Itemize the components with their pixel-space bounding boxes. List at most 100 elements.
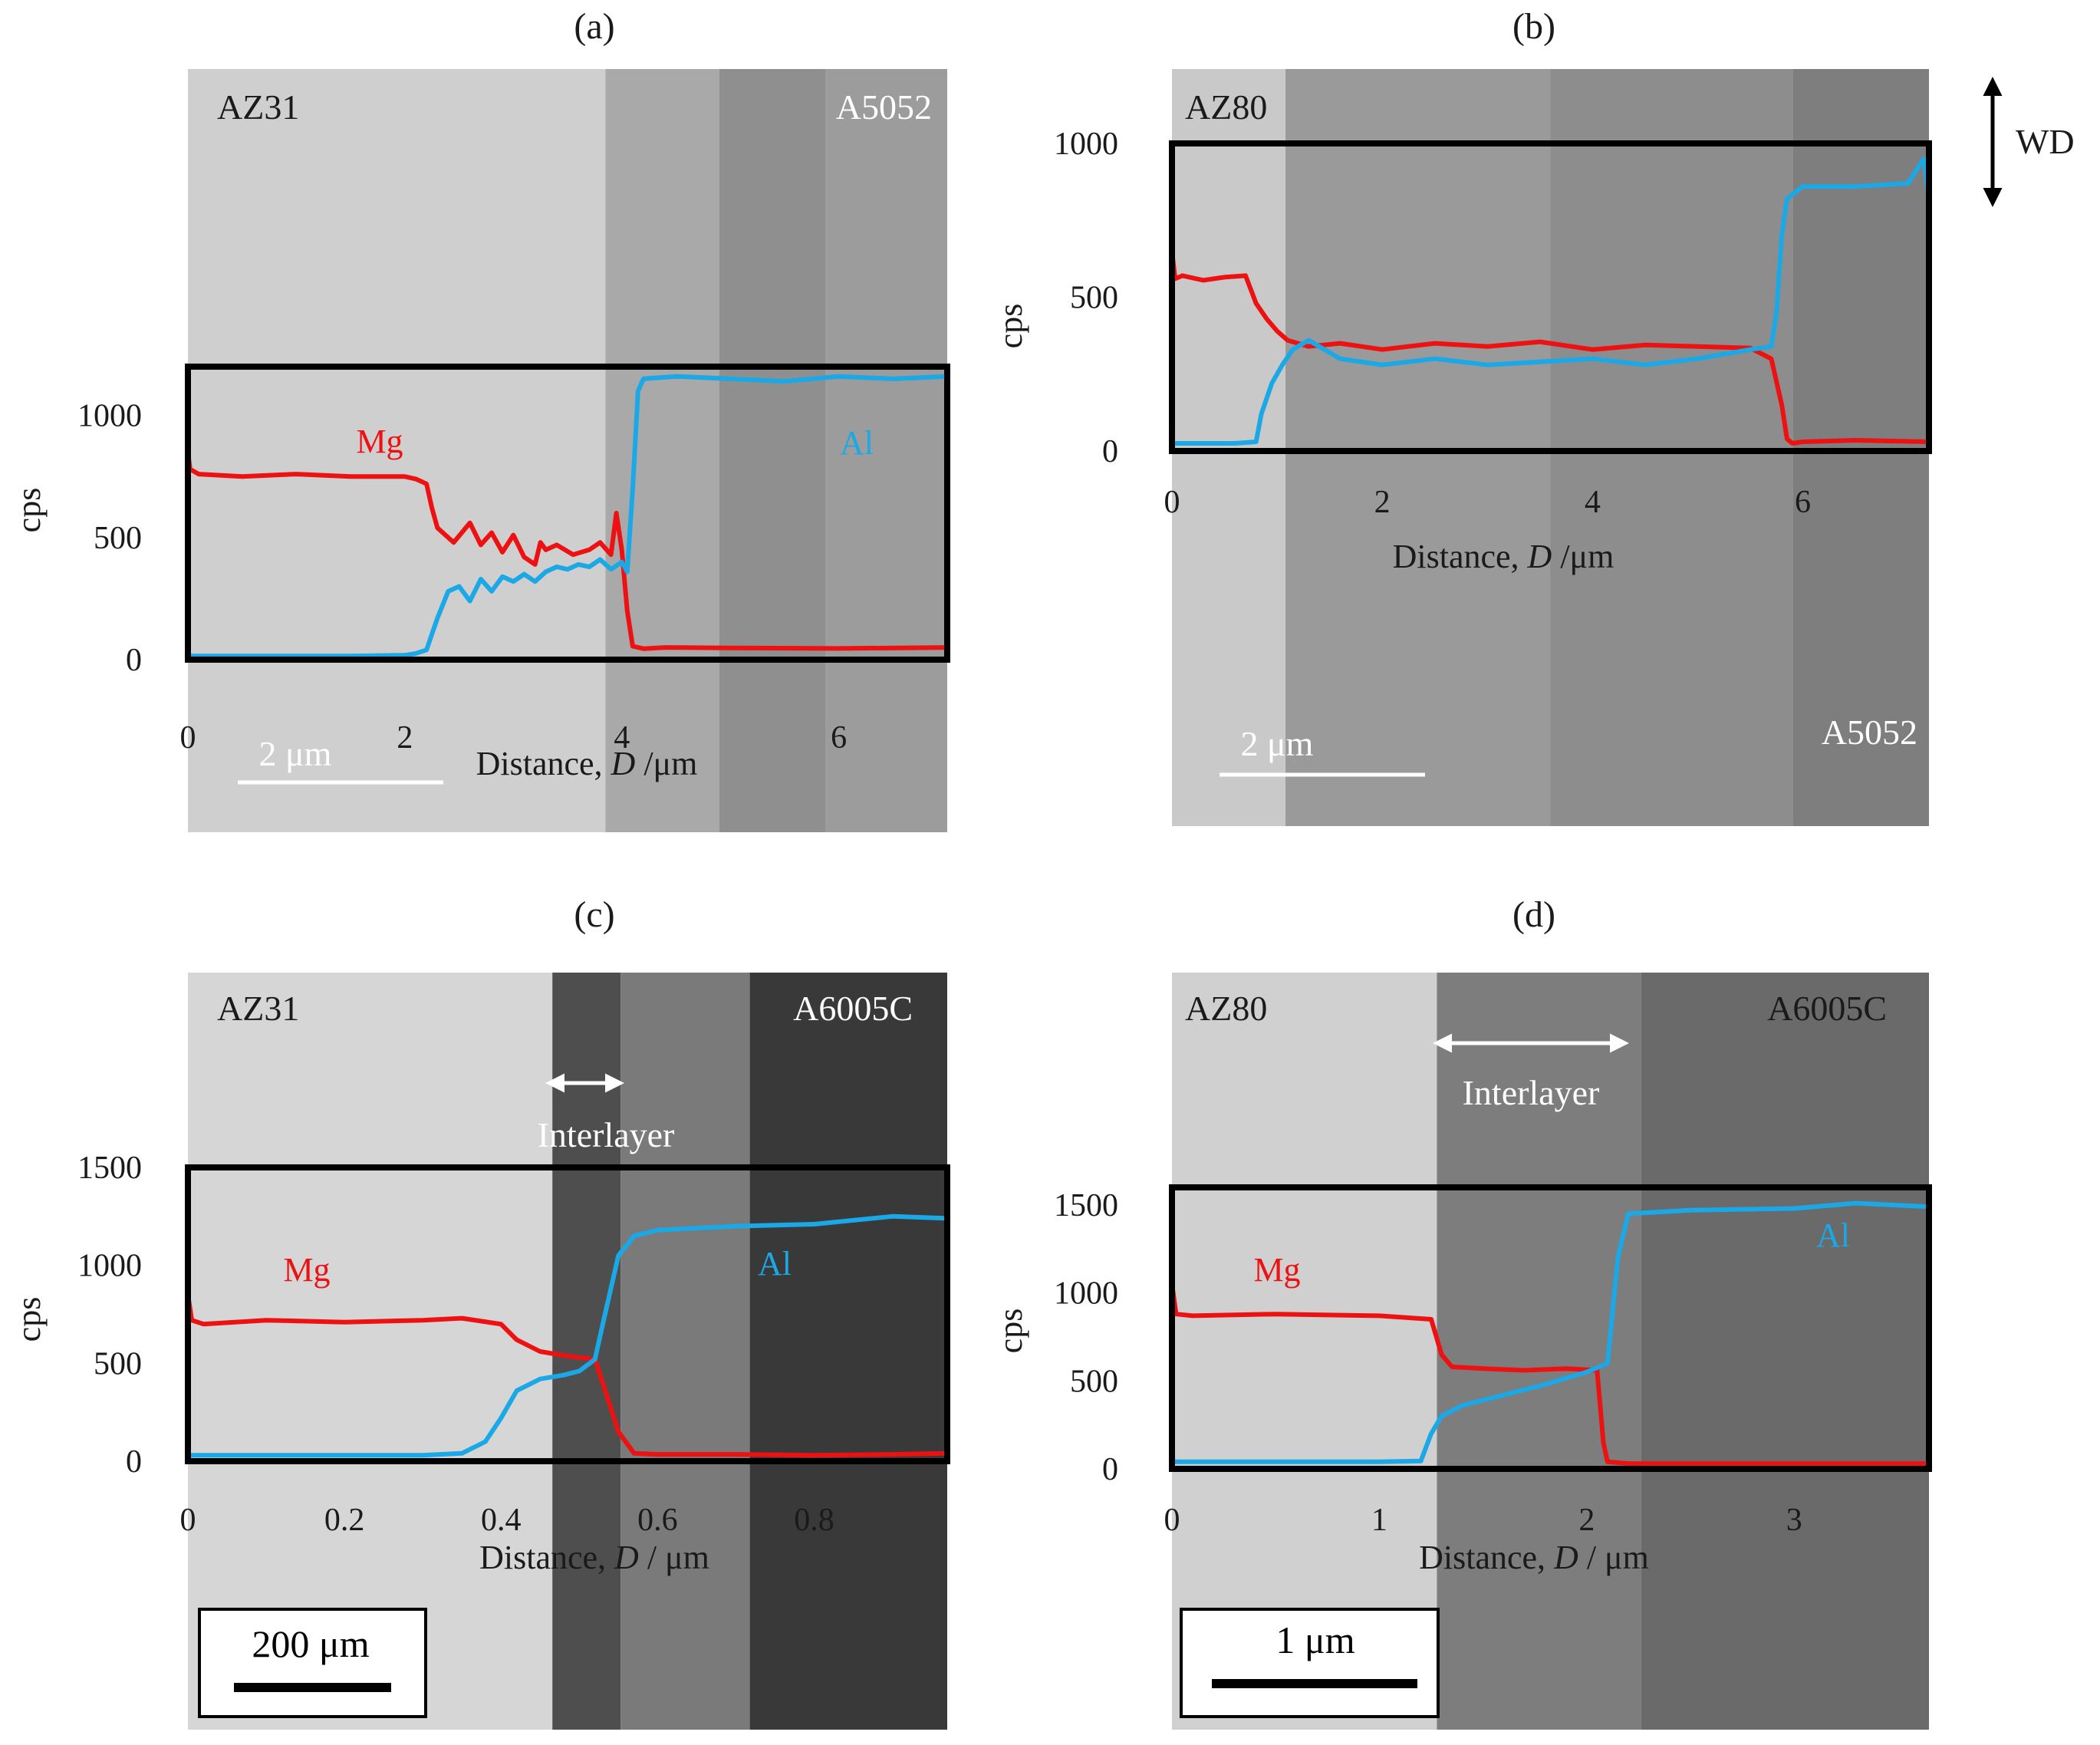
x-axis-label: Distance, D /μm: [476, 745, 698, 782]
series-line-al: [188, 1213, 948, 1458]
x-axis-label-unit: / μm: [1578, 1539, 1649, 1576]
y-tick-label: 500: [1070, 281, 1118, 316]
micrograph-image: [188, 973, 947, 1730]
micrograph-region: [1172, 973, 1437, 1730]
series-label-al: Al: [840, 424, 874, 462]
y-axis-label: cps: [10, 488, 48, 533]
x-tick-label: 2: [1374, 485, 1391, 520]
plot-frame: [185, 1164, 950, 1464]
x-axis-label-variable: D: [611, 745, 636, 782]
left-material-label: AZ31: [217, 989, 299, 1028]
micrograph-region: [188, 69, 606, 832]
panel-label: (b): [1512, 6, 1555, 47]
panel-b: (b) AZ80 A5052 0 2 4 6 0 500 1000 cps Distance, D /…: [992, 6, 2075, 826]
y-tick-label: 0: [126, 1444, 142, 1480]
panel-label: (a): [574, 6, 614, 47]
x-tick-label: 4: [1585, 485, 1601, 520]
scale-bar-label: 1 μm: [1275, 1618, 1354, 1661]
interlayer-label: Interlayer: [1463, 1073, 1600, 1112]
x-tick-label: 6: [831, 720, 847, 756]
series-line-al: [1172, 1200, 1930, 1464]
x-axis-label-unit: /μm: [1552, 538, 1614, 575]
scale-bar-label: 200 μm: [252, 1622, 369, 1665]
wd-label: WD: [2016, 122, 2075, 161]
x-tick-label: 2: [397, 720, 413, 756]
scale-bar-box: [198, 1608, 427, 1718]
micrograph-region: [188, 973, 553, 1730]
plot-frame: [1169, 140, 1932, 454]
right-material-label: A6005C: [793, 989, 913, 1028]
y-tick-label: 1000: [77, 1249, 142, 1284]
x-tick-label: 2: [1578, 1503, 1595, 1538]
series-label-al: Al: [1816, 1217, 1850, 1254]
x-axis-label-unit: /μm: [635, 745, 697, 782]
x-axis-label: Distance, D / μm: [479, 1539, 709, 1576]
y-axis-label: cps: [992, 304, 1029, 349]
scale-bar-label: 2 μm: [1241, 724, 1314, 763]
scale-bar-box: [1180, 1608, 1440, 1718]
panel-label: (d): [1512, 894, 1555, 935]
y-tick-label: 1000: [1054, 1276, 1118, 1312]
micrograph-region: [719, 69, 826, 832]
series-line-mg: [1170, 1283, 1929, 1467]
series-line-mg: [1170, 250, 1930, 446]
y-tick-label: 500: [1070, 1364, 1118, 1399]
right-material-label: A5052: [836, 87, 932, 127]
x-tick-label: 0: [180, 1503, 196, 1538]
series-label-mg: Mg: [283, 1251, 330, 1289]
panel-c: (c) AZ31 A6005C Mg Al 0 0.2 0.4 0.6 0.8 0 500 1000 15…: [10, 894, 950, 1730]
x-tick-label: 0: [180, 720, 196, 756]
series-label-al: Al: [758, 1245, 792, 1282]
x-tick-label: 0.8: [794, 1503, 834, 1538]
series-line-al: [188, 374, 948, 659]
x-axis-label-prefix: Distance,: [1419, 1539, 1554, 1576]
x-axis-label-variable: D: [1553, 1539, 1578, 1576]
x-axis-label-unit: / μm: [639, 1539, 709, 1576]
x-axis-label: Distance, D /μm: [1393, 538, 1614, 575]
y-axis-label: cps: [992, 1309, 1029, 1354]
y-tick-label: 1500: [1054, 1188, 1118, 1223]
micrograph-region: [825, 69, 947, 832]
plot-frame: [185, 364, 950, 663]
micrograph-region: [1792, 69, 1929, 826]
x-tick-label: 0.2: [324, 1503, 365, 1538]
micrograph-region: [552, 973, 621, 1730]
micrograph-image: [1172, 69, 1929, 826]
series-line-al: [1172, 156, 1931, 446]
plot-frame: [1169, 1184, 1932, 1472]
x-axis-label-prefix: Distance,: [476, 745, 611, 782]
y-tick-label: 1500: [77, 1151, 142, 1186]
y-tick-label: 500: [94, 1346, 142, 1381]
x-tick-label: 4: [614, 720, 630, 756]
micrograph-region: [1285, 69, 1551, 826]
x-axis-label-variable: D: [1527, 538, 1552, 575]
y-tick-label: 0: [1102, 1452, 1118, 1487]
x-tick-label: 1: [1371, 1503, 1387, 1538]
y-tick-label: 1000: [1054, 127, 1118, 162]
right-material-label: A5052: [1822, 713, 1917, 752]
x-axis-label-prefix: Distance,: [479, 1539, 614, 1576]
y-tick-label: 500: [94, 521, 142, 556]
micrograph-region: [1550, 69, 1793, 826]
left-material-label: AZ80: [1185, 87, 1267, 127]
y-tick-label: 1000: [77, 399, 142, 434]
panel-a: (a) AZ31 A5052 Mg Al 0 2 4 6 0 500 1000 cps Distance,…: [10, 6, 950, 832]
x-tick-label: 3: [1786, 1503, 1802, 1538]
x-axis-label-variable: D: [614, 1539, 639, 1576]
x-tick-label: 0.4: [481, 1503, 522, 1538]
series-label-mg: Mg: [356, 423, 403, 460]
panel-d: (d) AZ80 A6005C Mg Al 0 1 2 3 0 500 1000 1500 cps Dist…: [992, 894, 1932, 1730]
micrograph-region: [620, 973, 750, 1730]
x-tick-label: 6: [1795, 485, 1811, 520]
interlayer-label: Interlayer: [538, 1115, 675, 1154]
x-tick-label: 0: [1164, 1503, 1180, 1538]
micrograph-region: [1172, 69, 1286, 826]
y-tick-label: 0: [126, 643, 142, 678]
micrograph-region: [605, 69, 719, 832]
y-axis-label: cps: [10, 1297, 48, 1342]
panel-label: (c): [574, 894, 614, 935]
x-tick-label: 0.6: [637, 1503, 678, 1538]
micrograph-region: [749, 973, 947, 1730]
